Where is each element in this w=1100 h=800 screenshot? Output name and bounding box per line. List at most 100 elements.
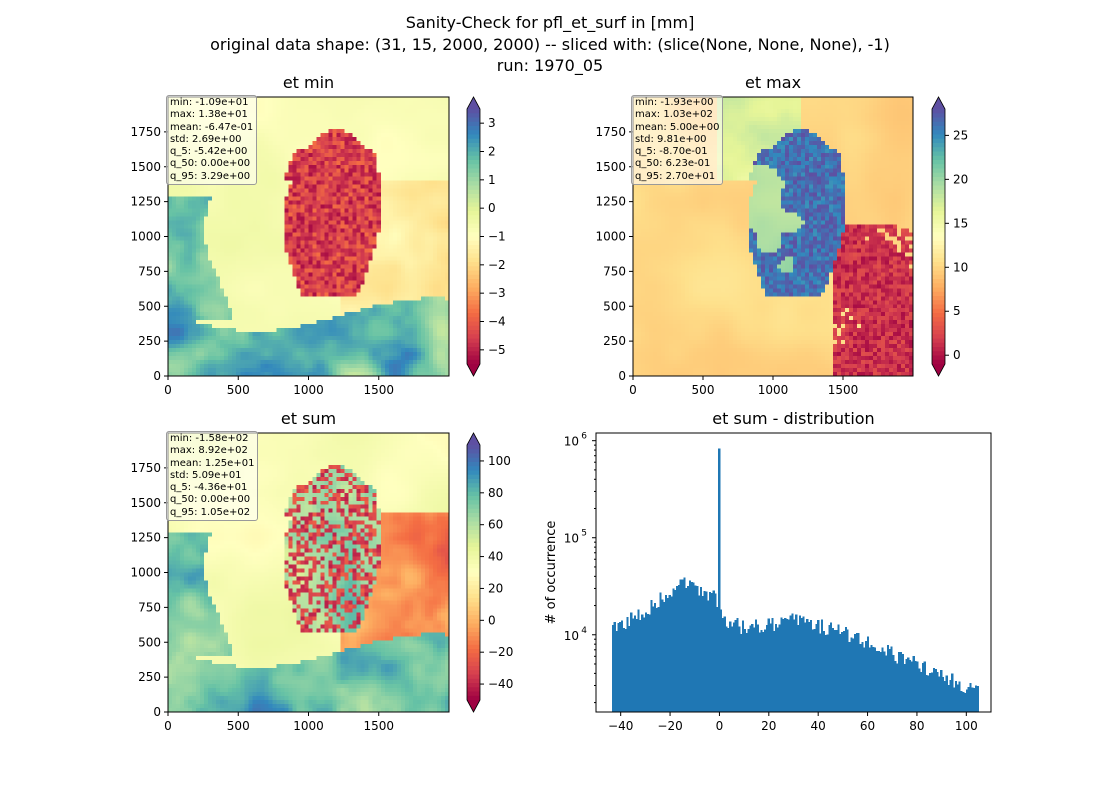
heatmap-cell <box>280 208 286 214</box>
heatmap-cell <box>200 272 205 277</box>
heatmap-cell <box>264 216 269 222</box>
heatmap-cell <box>360 156 366 162</box>
heatmap-cell <box>336 340 342 345</box>
heatmap-cell <box>368 364 374 369</box>
heatmap-cell <box>428 324 434 329</box>
heatmap-cell <box>252 292 257 297</box>
heatmap-cell <box>208 328 213 333</box>
heatmap-cell <box>264 200 269 206</box>
heatmap-cell <box>432 284 438 289</box>
heatmap-cell <box>440 108 446 114</box>
heatmap-cell <box>392 348 398 353</box>
heatmap-cell <box>424 220 430 226</box>
heatmap-cell <box>352 236 358 242</box>
heatmap-cell <box>320 240 326 246</box>
heatmap-cell <box>244 312 249 317</box>
heatmap-cell <box>276 344 281 349</box>
heatmap-cell <box>364 160 370 166</box>
heatmap-cell <box>220 304 225 309</box>
heatmap-cell <box>176 284 181 289</box>
heatmap-cell <box>204 264 209 269</box>
heatmap-cell <box>320 144 326 150</box>
heatmap-cell <box>228 296 233 301</box>
heatmap-cell <box>268 372 273 377</box>
heatmap-cell <box>404 212 410 218</box>
heatmap-cell <box>312 208 318 214</box>
heatmap-cell <box>244 292 249 297</box>
heatmap-cell <box>192 268 197 273</box>
heatmap-cell <box>400 264 406 269</box>
heatmap-cell <box>324 276 330 281</box>
heatmap-cell <box>392 97 398 102</box>
heatmap-cell <box>300 192 306 198</box>
heatmap-cell <box>412 284 418 289</box>
heatmap-cell <box>216 308 221 313</box>
heatmap-cell <box>376 280 382 285</box>
heatmap-cell <box>348 100 354 106</box>
heatmap-cell <box>296 220 302 226</box>
heatmap-cell <box>264 208 269 214</box>
heatmap-cell <box>284 332 290 337</box>
heatmap-cell <box>304 164 310 170</box>
heatmap-cell <box>400 148 406 154</box>
heatmap-cell <box>300 116 306 122</box>
heatmap-cell <box>312 340 318 345</box>
heatmap-cell <box>304 124 310 130</box>
heatmap-cell <box>268 124 273 130</box>
heatmap-cell <box>424 128 430 134</box>
heatmap-cell <box>328 280 334 285</box>
heatmap-cell <box>436 308 442 313</box>
heatmap-cell <box>220 268 225 273</box>
heatmap-cell <box>436 340 442 345</box>
heatmap-cell <box>252 344 257 349</box>
heatmap-cell <box>224 292 229 297</box>
heatmap-cell <box>344 232 350 238</box>
heatmap-cell <box>316 188 322 194</box>
heatmap-cell <box>216 256 221 262</box>
heatmap-cell <box>228 196 233 202</box>
heatmap-cell <box>188 284 193 289</box>
heatmap-cell <box>376 304 382 309</box>
heatmap-cell <box>332 240 338 246</box>
heatmap-cell <box>192 244 197 250</box>
heatmap-cell <box>392 144 398 150</box>
x-tick-label: 1000 <box>293 383 324 397</box>
heatmap-cell <box>304 240 310 246</box>
heatmap-cell <box>344 176 350 182</box>
heatmap-cell <box>312 308 318 313</box>
heatmap-cell <box>240 300 245 305</box>
heatmap-cell <box>376 112 382 118</box>
heatmap-cell <box>364 360 370 365</box>
heatmap-cell <box>312 324 318 329</box>
heatmap-cell <box>340 100 346 106</box>
heatmap-cell <box>168 328 173 333</box>
heatmap-cell <box>332 292 338 297</box>
heatmap-cell <box>304 304 310 309</box>
heatmap-cell <box>424 196 430 202</box>
heatmap-cell <box>416 304 422 309</box>
heatmap-cell <box>260 368 265 373</box>
heatmap-cell <box>196 284 201 289</box>
heatmap-cell <box>188 336 193 341</box>
heatmap-cell <box>404 97 410 102</box>
heatmap-cell <box>312 128 318 134</box>
heatmap-cell <box>180 224 185 230</box>
heatmap-cell <box>380 308 386 313</box>
heatmap-cell <box>408 328 414 333</box>
heatmap-cell <box>188 280 193 285</box>
heatmap-cell <box>260 200 265 206</box>
colorbar-extend-top <box>467 97 480 109</box>
heatmap-cell <box>396 288 402 293</box>
heatmap-cell <box>396 172 402 178</box>
heatmap-cell <box>200 328 205 333</box>
heatmap-cell <box>376 152 382 158</box>
heatmap-cell <box>208 284 213 289</box>
heatmap-cell <box>240 204 245 210</box>
heatmap-cell <box>432 308 438 313</box>
heatmap-cell <box>316 152 322 158</box>
heatmap-cell <box>404 228 410 234</box>
heatmap-cell <box>328 268 334 273</box>
heatmap-cell <box>308 192 314 198</box>
heatmap-cell <box>336 144 342 150</box>
heatmap-cell <box>248 288 253 293</box>
